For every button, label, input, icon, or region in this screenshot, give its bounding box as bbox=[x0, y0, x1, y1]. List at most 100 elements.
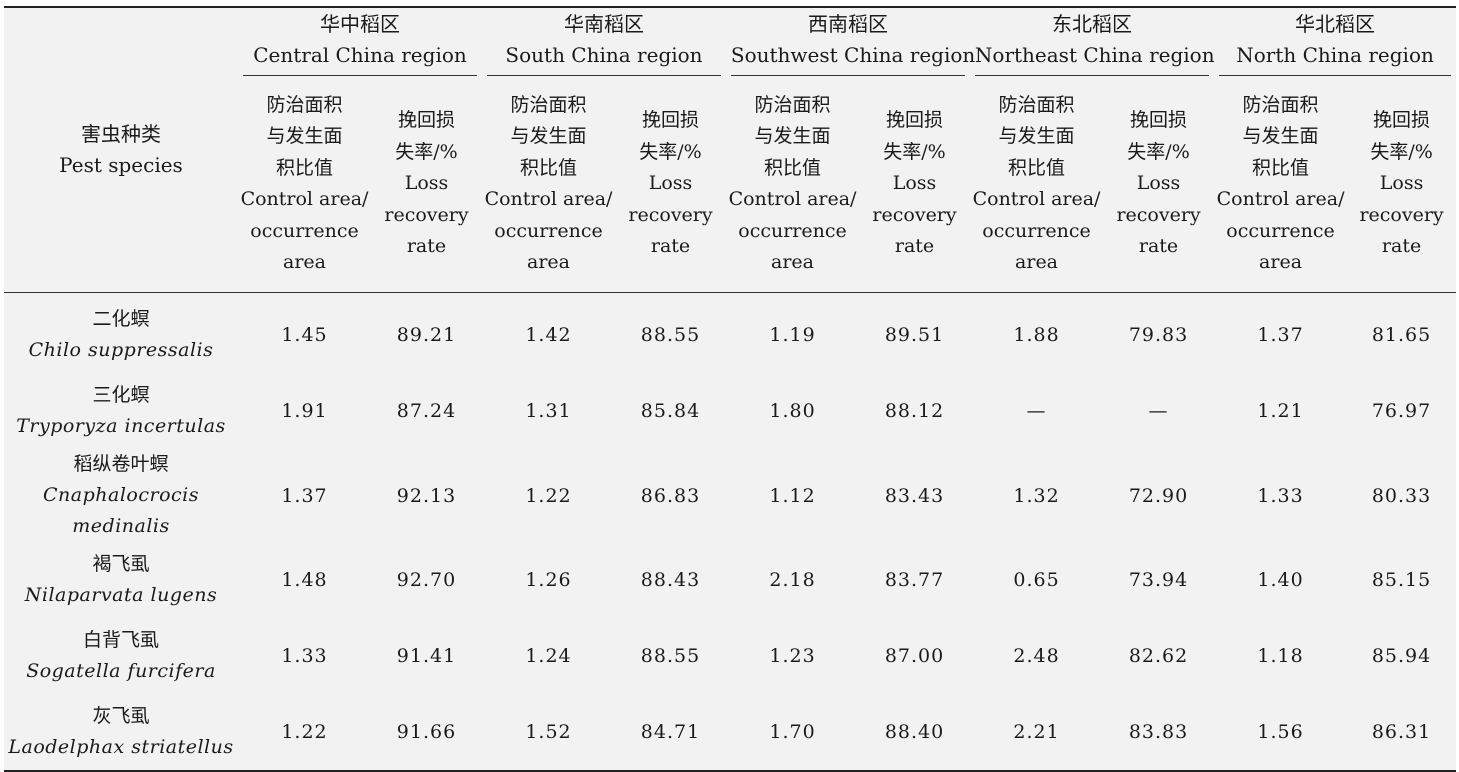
ratio-value-cell: 1.21 bbox=[1257, 400, 1304, 422]
loss-recovery-value-cell: 84.71 bbox=[640, 721, 701, 743]
loss-recovery-header: 挽回损 失率/% Loss recovery rate bbox=[1103, 76, 1215, 293]
ratio-value-cell: 1.33 bbox=[281, 645, 328, 667]
pest-cn-name: 三化螟 bbox=[92, 384, 150, 406]
pest-scientific-name: Chilo suppressalis bbox=[28, 339, 214, 361]
table-row: 稻纵卷叶螟 Cnaphalocrocis medinalis 1.37 92.13 1.… bbox=[4, 449, 1456, 542]
table-row: 白背飞虱 Sogatella furcifera 1.33 91.41 1.24 88.5… bbox=[4, 618, 1456, 694]
table-row: 褐飞虱 Nilaparvata lugens 1.48 92.70 1.26 88.43 2… bbox=[4, 542, 1456, 618]
ratio-value-cell: 1.12 bbox=[769, 484, 816, 507]
loss-recovery-value-cell: 89.21 bbox=[396, 324, 457, 346]
pest-scientific-name: Nilaparvata lugens bbox=[24, 584, 218, 606]
table-row: 二化螟 Chilo suppressalis 1.45 89.21 1.42 88.55 1… bbox=[4, 293, 1456, 374]
pest-name-cell: 白背飞虱 Sogatella furcifera bbox=[4, 618, 238, 694]
ratio-value-cell: 1.42 bbox=[525, 324, 572, 346]
ratio-header: 防治面积 与发生面 积比值 Control area/occurrence area bbox=[970, 76, 1104, 293]
loss-recovery-value-cell: 79.83 bbox=[1128, 324, 1189, 346]
loss-recovery-value-cell: 80.33 bbox=[1371, 484, 1432, 507]
region-header: 华南稻区 South China region bbox=[482, 7, 726, 76]
ratio-value-cell: 1.40 bbox=[1257, 569, 1304, 591]
pest-name-cell: 灰飞虱 Laodelphax striatellus bbox=[4, 694, 238, 771]
loss-recovery-value-cell: 73.94 bbox=[1128, 569, 1189, 591]
loss-recovery-value-cell: 72.90 bbox=[1128, 484, 1189, 507]
loss-recovery-value-cell: 89.51 bbox=[884, 324, 945, 346]
pest-scientific-name: Tryporyza incertulas bbox=[16, 415, 226, 437]
loss-recovery-value-cell: 87.00 bbox=[884, 645, 945, 667]
metric-header-row: 防治面积 与发生面 积比值 Control area/occurrence area 挽回… bbox=[4, 76, 1457, 293]
loss-recovery-value-cell: 86.31 bbox=[1371, 721, 1432, 743]
data-table: 害虫种类 Pest species 华中稻区 Central China regi… bbox=[4, 6, 1457, 772]
loss-recovery-value-cell: 88.55 bbox=[640, 324, 701, 346]
table-row: 三化螟 Tryporyza incertulas 1.91 87.24 1.31 85.8… bbox=[4, 373, 1456, 449]
ratio-value-cell: 1.33 bbox=[1257, 484, 1304, 507]
loss-recovery-value-cell: 82.62 bbox=[1128, 645, 1189, 667]
loss-recovery-value-cell: 91.41 bbox=[396, 645, 457, 667]
pest-cn-name: 二化螟 bbox=[92, 308, 150, 330]
pest-scientific-name: Laodelphax striatellus bbox=[8, 736, 234, 758]
loss-recovery-value-cell: 86.83 bbox=[640, 484, 701, 507]
ratio-value-cell: 2.18 bbox=[769, 569, 816, 591]
ratio-value-cell: 1.23 bbox=[769, 645, 816, 667]
loss-recovery-value-cell: 87.24 bbox=[396, 400, 457, 422]
pest-cn-name: 稻纵卷叶螟 bbox=[73, 453, 169, 475]
ratio-header: 防治面积 与发生面 积比值 Control area/occurrence area bbox=[726, 76, 860, 293]
ratio-value-cell: 1.80 bbox=[769, 400, 816, 422]
loss-recovery-header: 挽回损 失率/% Loss recovery rate bbox=[615, 76, 727, 293]
loss-recovery-value-cell: 92.70 bbox=[396, 569, 457, 591]
loss-recovery-value-cell: 83.43 bbox=[884, 484, 945, 507]
pest-species-cn: 害虫种类 bbox=[81, 122, 161, 146]
pest-species-header: 害虫种类 Pest species bbox=[4, 7, 238, 293]
ratio-header: 防治面积 与发生面 积比值 Control area/occurrence area bbox=[1214, 76, 1348, 293]
loss-recovery-value-cell: 83.77 bbox=[884, 569, 945, 591]
loss-recovery-value-cell: 85.94 bbox=[1371, 645, 1432, 667]
ratio-value-cell: 1.52 bbox=[525, 721, 572, 743]
ratio-value-cell: 1.70 bbox=[769, 721, 816, 743]
pest-name-cell: 二化螟 Chilo suppressalis bbox=[4, 293, 238, 374]
loss-recovery-value-cell: — bbox=[1148, 400, 1169, 422]
loss-recovery-value-cell: 88.55 bbox=[640, 645, 701, 667]
region-header-row: 害虫种类 Pest species 华中稻区 Central China regi… bbox=[4, 7, 1456, 293]
region-header: 华北稻区 North China region bbox=[1214, 7, 1456, 76]
pest-cn-name: 白背飞虱 bbox=[82, 629, 159, 651]
ratio-value-cell: 2.21 bbox=[1013, 721, 1060, 743]
loss-recovery-value-cell: 81.65 bbox=[1371, 324, 1432, 346]
ratio-value-cell: 1.22 bbox=[281, 721, 328, 743]
region-header: 西南稻区 Southwest China region bbox=[726, 7, 975, 76]
pest-name-cell: 三化螟 Tryporyza incertulas bbox=[4, 373, 238, 449]
ratio-value-cell: 1.22 bbox=[525, 484, 572, 507]
loss-recovery-value-cell: 83.83 bbox=[1128, 721, 1189, 743]
pest-species-en: Pest species bbox=[59, 153, 183, 177]
ratio-value-cell: 1.91 bbox=[281, 400, 328, 422]
ratio-value-cell: 1.56 bbox=[1257, 721, 1304, 743]
loss-recovery-value-cell: 88.43 bbox=[640, 569, 701, 591]
loss-recovery-header: 挽回损 失率/% Loss recovery rate bbox=[1347, 76, 1457, 293]
table-row: 灰飞虱 Laodelphax striatellus 1.22 91.66 1.52 84… bbox=[4, 694, 1456, 771]
region-header: 东北稻区 Northeast China region bbox=[970, 7, 1215, 76]
loss-recovery-value-cell: 92.13 bbox=[396, 484, 457, 507]
ratio-value-cell: — bbox=[1026, 400, 1047, 422]
ratio-value-cell: 1.37 bbox=[281, 484, 328, 507]
pest-name-cell: 褐飞虱 Nilaparvata lugens bbox=[4, 542, 238, 618]
ratio-value-cell: 2.48 bbox=[1013, 645, 1060, 667]
loss-recovery-value-cell: 85.15 bbox=[1371, 569, 1432, 591]
pest-name-cell: 稻纵卷叶螟 Cnaphalocrocis medinalis bbox=[4, 449, 238, 542]
loss-recovery-header: 挽回损 失率/% Loss recovery rate bbox=[859, 76, 971, 293]
ratio-value-cell: 1.88 bbox=[1013, 324, 1060, 346]
ratio-value-cell: 1.18 bbox=[1257, 645, 1304, 667]
ratio-value-cell: 1.26 bbox=[525, 569, 572, 591]
pest-scientific-name: Cnaphalocrocis medinalis bbox=[43, 484, 199, 537]
ratio-header: 防治面积 与发生面 积比值 Control area/occurrence area bbox=[482, 76, 615, 293]
loss-recovery-value-cell: 88.12 bbox=[884, 400, 945, 422]
ratio-value-cell: 0.65 bbox=[1013, 569, 1060, 591]
pest-cn-name: 褐飞虱 bbox=[92, 553, 150, 575]
loss-recovery-value-cell: 76.97 bbox=[1371, 400, 1432, 422]
ratio-value-cell: 1.32 bbox=[1013, 484, 1060, 507]
ratio-value-cell: 1.19 bbox=[769, 324, 816, 346]
ratio-value-cell: 1.37 bbox=[1257, 324, 1304, 346]
ratio-value-cell: 1.31 bbox=[525, 400, 572, 422]
pest-scientific-name: Sogatella furcifera bbox=[26, 660, 216, 682]
ratio-value-cell: 1.48 bbox=[281, 569, 328, 591]
pest-cn-name: 灰飞虱 bbox=[92, 705, 150, 727]
loss-recovery-value-cell: 91.66 bbox=[396, 721, 457, 743]
region-header: 华中稻区 Central China region bbox=[238, 7, 482, 76]
ratio-value-cell: 1.45 bbox=[281, 324, 328, 346]
